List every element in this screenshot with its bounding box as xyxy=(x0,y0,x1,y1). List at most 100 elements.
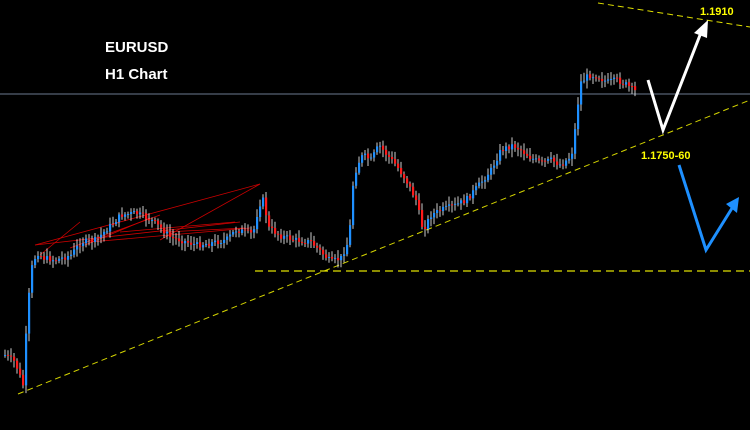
candle xyxy=(37,251,40,263)
candle-body xyxy=(571,153,574,159)
candle xyxy=(499,144,502,165)
candle-body xyxy=(148,219,151,221)
candle-body xyxy=(454,203,457,205)
candle-body xyxy=(472,190,475,199)
candle-body xyxy=(484,180,487,182)
candle-body xyxy=(10,355,13,357)
candle-body xyxy=(22,374,25,386)
candle xyxy=(310,232,313,248)
candle xyxy=(253,225,256,239)
candle-body xyxy=(256,216,259,230)
candle xyxy=(355,167,358,189)
candle-body xyxy=(226,236,229,240)
candle xyxy=(130,208,133,221)
candle-body xyxy=(409,183,412,187)
candle xyxy=(151,217,154,228)
candle xyxy=(148,213,151,224)
candle-body xyxy=(229,234,232,237)
candle xyxy=(4,349,7,358)
candle xyxy=(553,155,556,168)
candle xyxy=(238,228,241,238)
candle-body xyxy=(379,145,382,147)
candle xyxy=(433,208,436,225)
candle xyxy=(625,79,628,88)
candle-body xyxy=(151,219,154,221)
candle-body xyxy=(223,239,226,243)
candle-body xyxy=(397,163,400,168)
candle-body xyxy=(202,245,205,248)
candle xyxy=(373,149,376,162)
candle-body xyxy=(592,77,595,79)
candle xyxy=(484,176,487,189)
candle xyxy=(592,73,595,85)
candle xyxy=(178,231,181,247)
candle-body xyxy=(97,237,100,239)
candle xyxy=(292,235,295,243)
candle xyxy=(247,224,250,234)
candle-body xyxy=(352,185,355,226)
candle-body xyxy=(616,77,619,79)
candle xyxy=(172,229,175,246)
candle xyxy=(139,207,142,219)
candle-body xyxy=(385,149,388,155)
candle-body xyxy=(334,257,337,259)
candle xyxy=(496,153,499,169)
candle-body xyxy=(595,77,598,79)
candle xyxy=(64,253,67,265)
candle-body xyxy=(589,74,592,79)
candle-body xyxy=(16,360,19,369)
candle-body xyxy=(628,82,631,87)
candle-body xyxy=(577,104,580,130)
candle xyxy=(517,142,520,157)
candle xyxy=(343,247,346,263)
candle xyxy=(442,202,445,216)
candle xyxy=(541,156,544,166)
candle xyxy=(526,148,529,159)
candle xyxy=(190,235,193,250)
candle-body xyxy=(331,257,334,259)
candle xyxy=(256,209,259,234)
candle xyxy=(277,230,280,241)
candle-body xyxy=(340,256,343,261)
candle xyxy=(268,211,271,231)
candle-body xyxy=(343,254,346,257)
candle xyxy=(475,182,478,196)
candle-body xyxy=(478,182,481,187)
candle xyxy=(124,212,127,221)
candle xyxy=(454,197,457,211)
candle-body xyxy=(94,237,97,242)
candle-body xyxy=(46,256,49,260)
candle-body xyxy=(40,255,43,257)
candle xyxy=(10,348,13,363)
candle xyxy=(574,123,577,160)
pattern-line xyxy=(34,183,261,246)
candle-body xyxy=(85,238,88,244)
candle-body xyxy=(121,214,124,217)
candle-body xyxy=(37,255,40,260)
candle-body xyxy=(43,256,46,260)
candle xyxy=(250,226,253,239)
candle-body xyxy=(259,206,262,217)
candle-body xyxy=(70,254,73,256)
candle-body xyxy=(322,249,325,255)
chart-title: EURUSD xyxy=(105,39,169,56)
candle-body xyxy=(73,249,76,255)
candle xyxy=(589,70,592,81)
candle-body xyxy=(157,220,160,225)
candle xyxy=(304,238,307,248)
candle-body xyxy=(421,209,424,227)
candle xyxy=(529,147,532,162)
candle xyxy=(364,150,367,161)
candle xyxy=(466,192,469,207)
candle xyxy=(505,142,508,159)
candle-body xyxy=(142,212,145,214)
candle xyxy=(478,177,481,189)
candle-body xyxy=(457,203,460,205)
candle xyxy=(235,226,238,238)
candle xyxy=(583,72,586,84)
candle-body xyxy=(541,160,544,162)
candle-body xyxy=(481,181,484,183)
candle-body xyxy=(247,229,250,231)
candle-body xyxy=(622,83,625,85)
candle xyxy=(586,68,589,89)
